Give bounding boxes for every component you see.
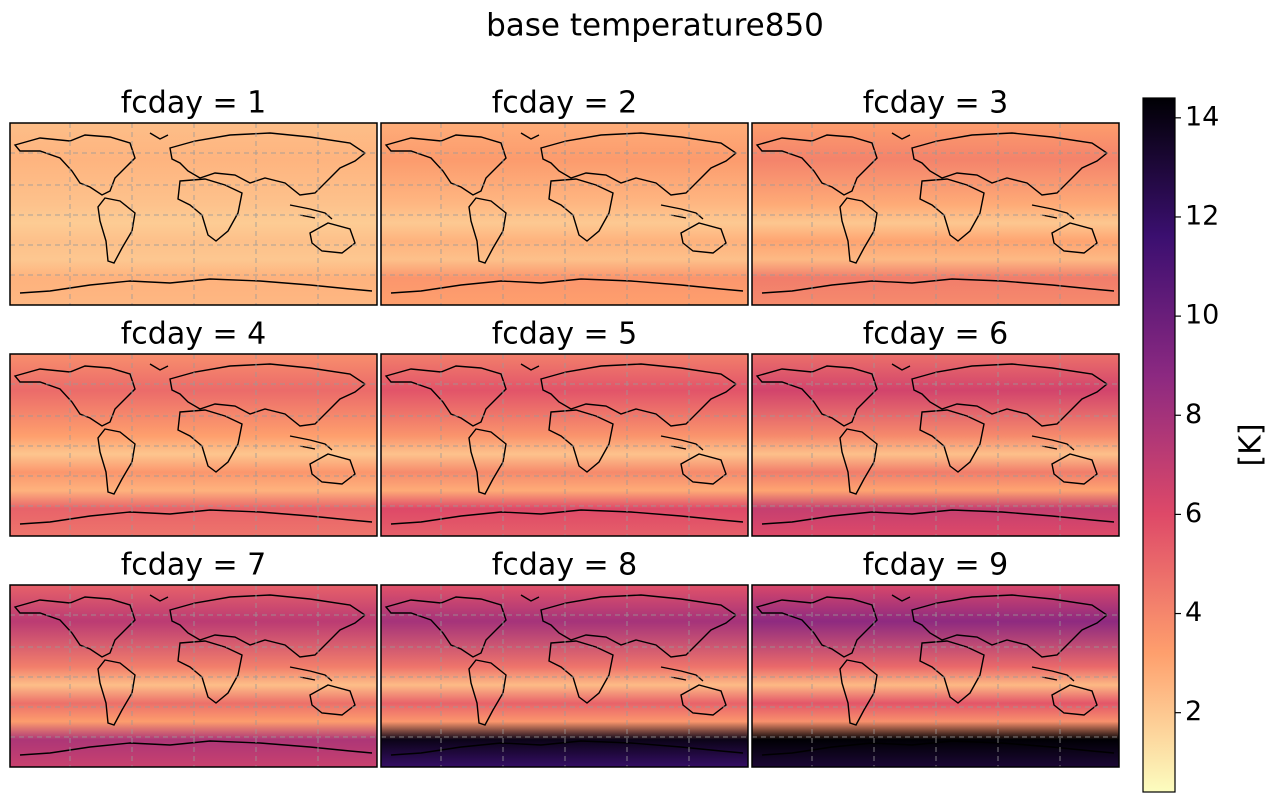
panel-frame <box>9 584 378 768</box>
panel-title: fcday = 5 <box>492 317 638 352</box>
colorbar <box>1142 97 1176 793</box>
panel-title: fcday = 9 <box>863 548 1009 583</box>
colorbar-tick-label: 12 <box>1185 200 1219 231</box>
colorbar-tick-label: 2 <box>1185 696 1202 727</box>
colorbar-tick-label: 8 <box>1185 399 1202 430</box>
panel-frame <box>380 353 749 537</box>
colorbar-tick-label: 14 <box>1185 101 1219 132</box>
colorbar-tick-label: 10 <box>1185 300 1219 331</box>
panel-title: fcday = 4 <box>121 317 267 352</box>
panel-frame <box>751 584 1120 768</box>
panel-frame <box>380 584 749 768</box>
figure-title: base temperature850 <box>486 8 824 44</box>
panel-title: fcday = 2 <box>492 86 638 121</box>
panel-title: fcday = 1 <box>121 86 267 121</box>
panel-title: fcday = 3 <box>863 86 1009 121</box>
panel-title: fcday = 7 <box>121 548 267 583</box>
colorbar-tick-label: 6 <box>1185 498 1202 529</box>
panel-title: fcday = 8 <box>492 548 638 583</box>
panel-frame <box>751 122 1120 306</box>
panel-frame <box>9 353 378 537</box>
panel-title: fcday = 6 <box>863 317 1009 352</box>
panel-frame <box>9 122 378 306</box>
panel-frame <box>751 353 1120 537</box>
panel-frame <box>380 122 749 306</box>
colorbar-tick-label: 4 <box>1185 597 1202 628</box>
colorbar-label: [K] <box>1234 423 1269 466</box>
